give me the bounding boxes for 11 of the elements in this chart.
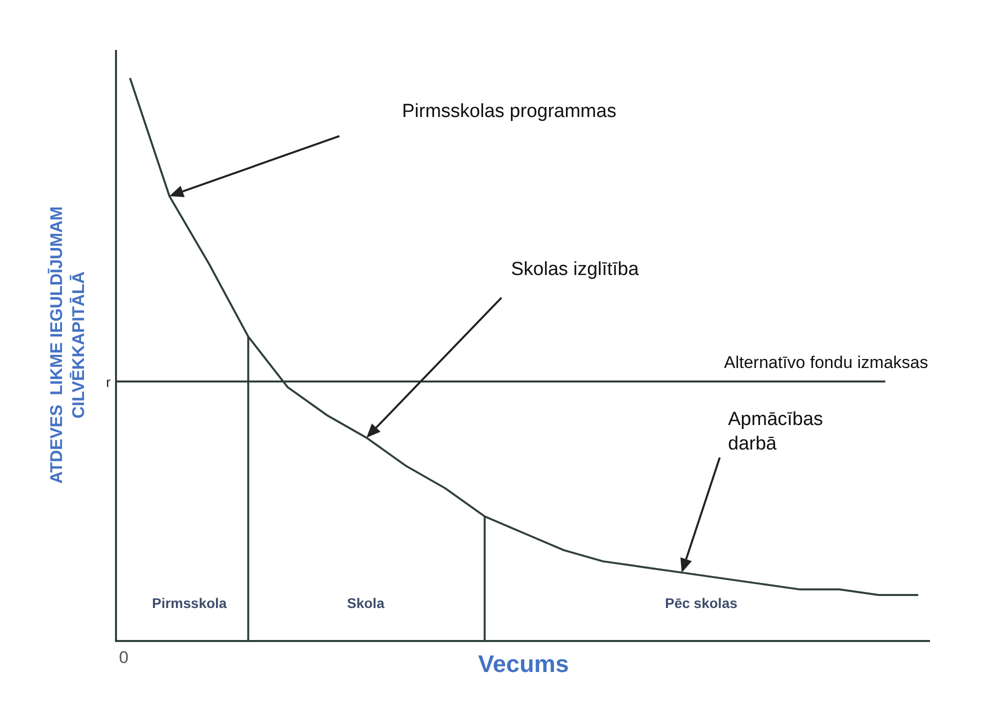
text: 0 (119, 648, 128, 667)
annotation: Apmācības darbā (728, 409, 824, 455)
y-axis-title: ATDEVES LIKME IEGULDĪJUMAM CILVĒKKAPITĀLĀ (46, 206, 88, 484)
annotation: Skolas izglītība (511, 259, 640, 280)
annotation: Pirmsskola (152, 595, 227, 611)
x-axis-title: Vecums (478, 650, 569, 678)
ref-line-label: r (106, 374, 111, 390)
annotation: Pēc skolas (665, 595, 738, 611)
annotation: Skola (347, 595, 385, 611)
annotation: Pirmsskolas programmas (402, 101, 616, 122)
annotation: Alternatīvo fondu izmaksas (724, 353, 928, 372)
